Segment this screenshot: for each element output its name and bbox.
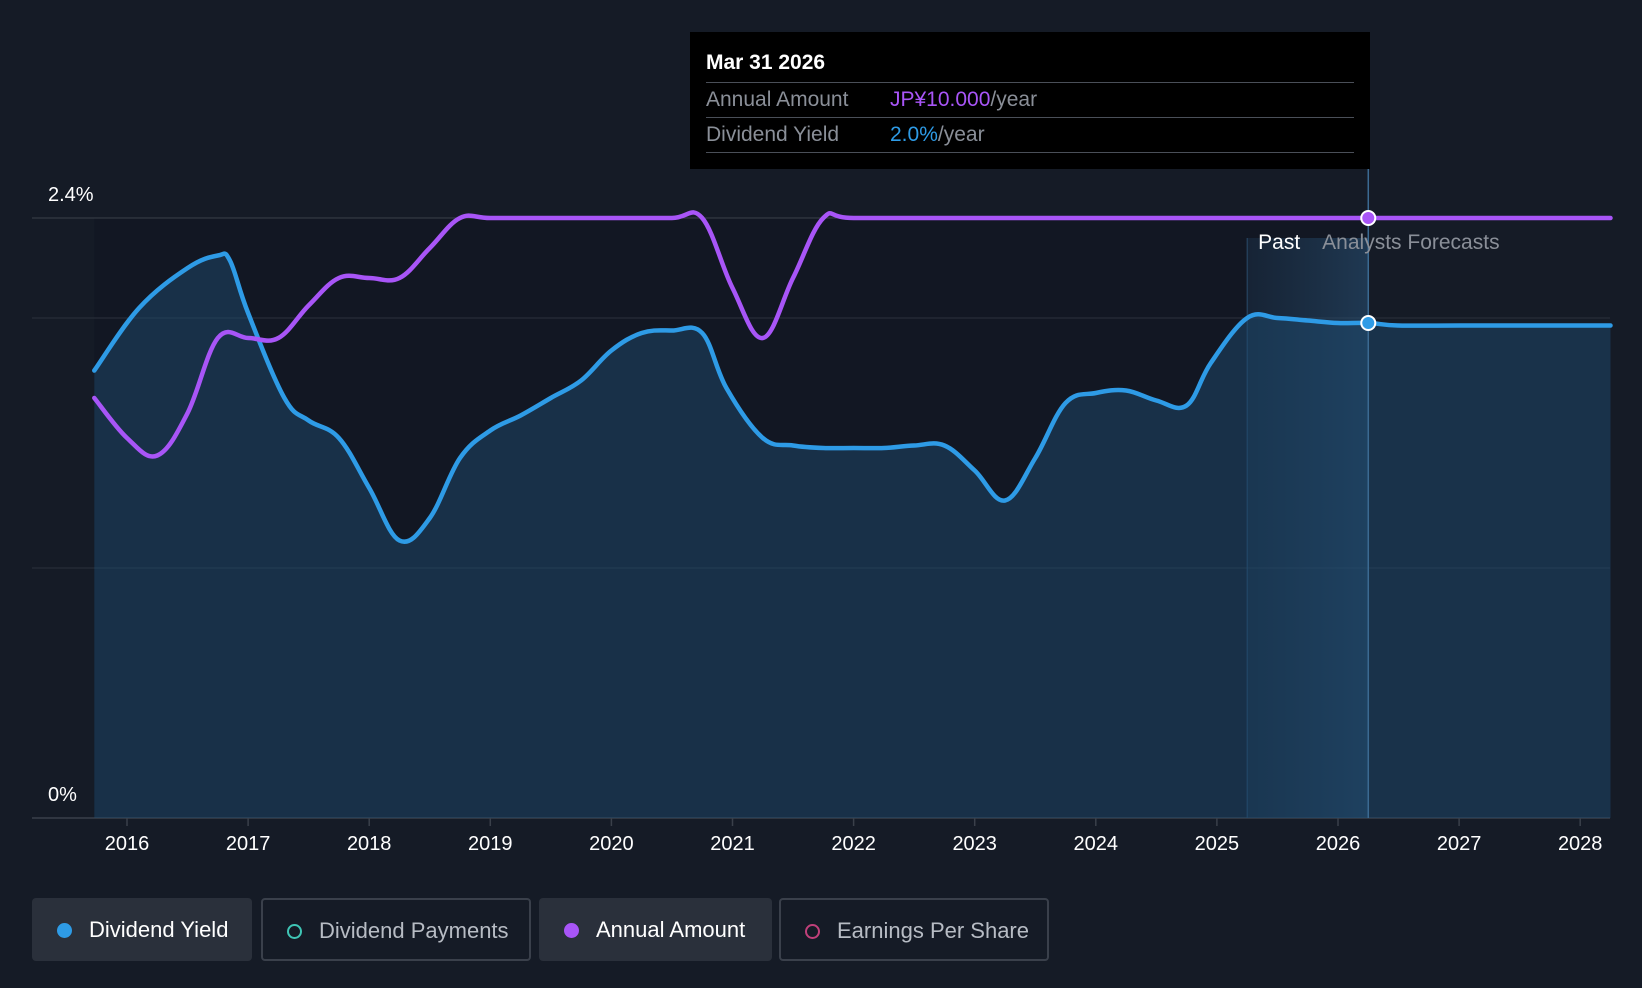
tooltip-dividend-yield-row: Dividend Yield 2.0%/year bbox=[706, 118, 1354, 153]
y-axis-bottom-label: 0% bbox=[48, 784, 77, 806]
x-tick-label: 2020 bbox=[589, 833, 634, 855]
annual-amount-line bbox=[92, 210, 1613, 459]
legend-dividend-yield[interactable]: Dividend Yield bbox=[32, 898, 252, 961]
x-tick-label: 2027 bbox=[1437, 833, 1482, 855]
x-tick-label: 2016 bbox=[105, 833, 150, 855]
dividend-yield-line bbox=[92, 251, 1613, 544]
legend-dot-earnings-per-share bbox=[805, 924, 820, 939]
legend-label-dividend-yield: Dividend Yield bbox=[89, 917, 229, 942]
legend-annual-amount[interactable]: Annual Amount bbox=[539, 898, 772, 961]
x-tick-label: 2017 bbox=[226, 833, 271, 855]
legend-dot-annual-amount bbox=[564, 923, 579, 938]
x-tick-label: 2025 bbox=[1195, 833, 1240, 855]
tooltip-date: Mar 31 2026 bbox=[706, 32, 1354, 83]
x-tick-label: 2019 bbox=[468, 833, 513, 855]
x-tick-label: 2018 bbox=[347, 833, 392, 855]
chart-tooltip: Mar 31 2026 Annual Amount JP¥10.000/year… bbox=[690, 32, 1370, 169]
tooltip-annual-amount-label: Annual Amount bbox=[706, 88, 849, 111]
tooltip-annual-amount-value: JP¥10.000 bbox=[890, 88, 991, 111]
x-tick-label: 2022 bbox=[831, 833, 876, 855]
dividend-yield-marker bbox=[1360, 315, 1377, 331]
tooltip-annual-amount-value-wrap: JP¥10.000/year bbox=[890, 83, 1037, 117]
x-tick-label: 2026 bbox=[1316, 833, 1361, 855]
legend-label-annual-amount: Annual Amount bbox=[596, 917, 746, 942]
tooltip-dividend-yield-value: 2.0% bbox=[890, 123, 938, 146]
tooltip-dividend-yield-label: Dividend Yield bbox=[706, 123, 840, 146]
dividend-yield-area bbox=[94, 253, 1611, 818]
legend-earnings-per-share[interactable]: Earnings Per Share bbox=[779, 898, 1049, 961]
analysts-forecasts-label: Analysts Forecasts bbox=[1322, 231, 1499, 254]
legend-dividend-payments[interactable]: Dividend Payments bbox=[261, 898, 531, 961]
legend-label-dividend-payments: Dividend Payments bbox=[319, 918, 509, 943]
x-tick-label: 2028 bbox=[1558, 833, 1603, 855]
past-label: Past bbox=[1258, 231, 1300, 254]
x-tick-label: 2024 bbox=[1074, 833, 1119, 855]
legend-label-earnings-per-share: Earnings Per Share bbox=[837, 918, 1029, 943]
annual-amount-marker bbox=[1360, 210, 1377, 226]
legend-dot-dividend-yield bbox=[57, 923, 72, 938]
tooltip-dividend-yield-value-wrap: 2.0%/year bbox=[890, 118, 985, 152]
legend-dot-dividend-payments bbox=[287, 924, 302, 939]
tooltip-annual-amount-row: Annual Amount JP¥10.000/year bbox=[706, 83, 1354, 118]
tooltip-dividend-yield-unit: /year bbox=[937, 123, 985, 146]
x-tick-label: 2021 bbox=[710, 833, 755, 855]
tooltip-annual-amount-unit: /year bbox=[990, 88, 1038, 111]
y-axis-top-label: 2.4% bbox=[48, 184, 94, 206]
x-tick-label: 2023 bbox=[952, 833, 997, 855]
